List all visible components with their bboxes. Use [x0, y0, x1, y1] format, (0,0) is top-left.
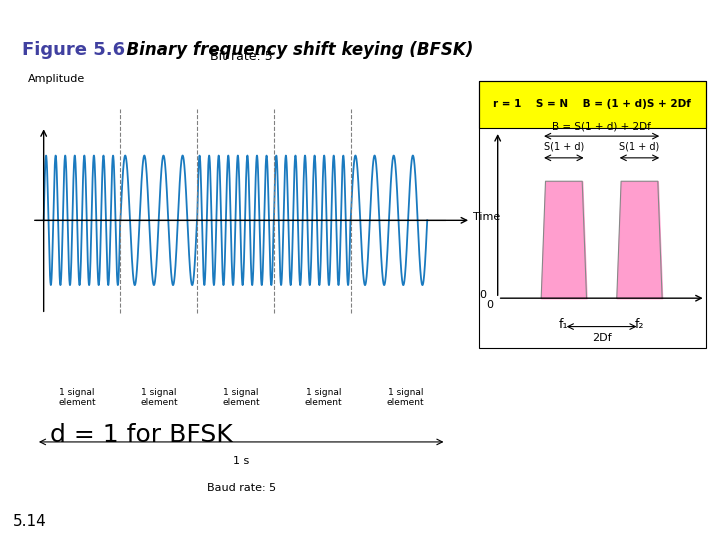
Text: 1 signal
element: 1 signal element — [387, 388, 424, 407]
Text: S(1 + d): S(1 + d) — [619, 141, 660, 151]
Text: 0: 0 — [487, 300, 494, 310]
Bar — [479, 81, 706, 128]
Text: 2Df: 2Df — [592, 333, 611, 343]
Text: 1 signal
element: 1 signal element — [305, 388, 342, 407]
Text: 0: 0 — [480, 290, 487, 300]
Text: d = 1 for BFSK: d = 1 for BFSK — [50, 423, 233, 447]
Text: Binary frequency shift keying (BFSK): Binary frequency shift keying (BFSK) — [115, 41, 474, 59]
Text: Time: Time — [473, 212, 500, 222]
Text: 1 signal
element: 1 signal element — [58, 388, 96, 407]
Text: 1 signal
element: 1 signal element — [222, 388, 260, 407]
Text: r = 1    S = N    B = (1 + d)S + 2Df: r = 1 S = N B = (1 + d)S + 2Df — [493, 99, 691, 110]
Text: Baud rate: 5: Baud rate: 5 — [207, 483, 276, 493]
Text: Figure 5.6: Figure 5.6 — [22, 41, 125, 59]
Text: 1 s: 1 s — [233, 456, 249, 465]
Text: f₁: f₁ — [559, 318, 569, 331]
Text: 5.14: 5.14 — [13, 514, 47, 529]
Text: Amplitude: Amplitude — [28, 73, 85, 84]
Text: Bit rate: 5: Bit rate: 5 — [210, 50, 273, 63]
Text: f₂: f₂ — [635, 318, 644, 331]
Text: S(1 + d): S(1 + d) — [544, 141, 584, 151]
Text: 1 signal
element: 1 signal element — [140, 388, 178, 407]
Text: B = S(1 + d) + 2Df: B = S(1 + d) + 2Df — [552, 121, 651, 131]
